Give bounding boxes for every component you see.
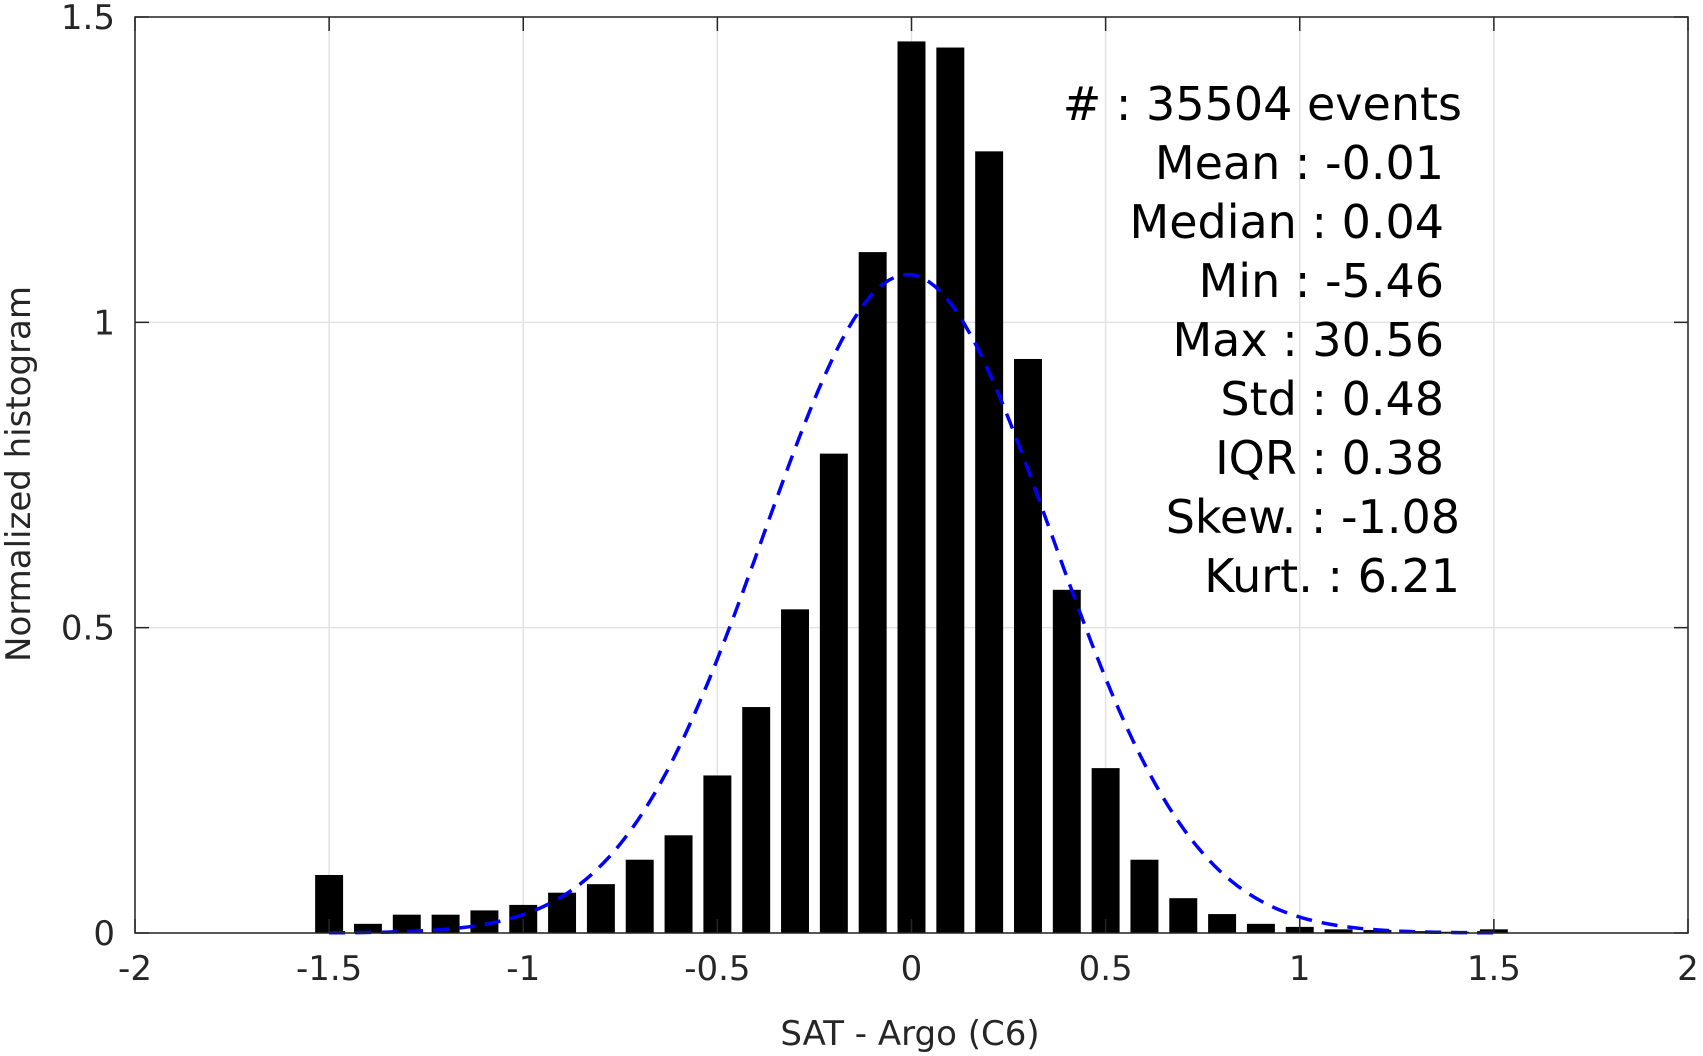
- y-tick-label: 0: [93, 914, 115, 954]
- normal-fit-curve: [329, 272, 1494, 935]
- axes-frame: [134, 16, 1689, 934]
- x-tick-label: 0: [901, 949, 923, 989]
- stat-line: Mean : -0.01: [1155, 136, 1444, 190]
- histogram-bar: [1091, 768, 1120, 933]
- histogram-bar: [936, 47, 965, 934]
- stat-line: Median : 0.04: [1130, 195, 1444, 249]
- histogram-bar: [625, 859, 654, 933]
- histogram-bar: [470, 910, 499, 933]
- x-tick-label: -1.5: [296, 949, 362, 989]
- x-tick-label: -1: [506, 949, 540, 989]
- x-tick-label: 2: [1677, 949, 1699, 989]
- histogram-bar: [1130, 859, 1159, 933]
- stat-line: Min : -5.46: [1199, 254, 1444, 308]
- histogram-bar: [392, 914, 421, 933]
- stat-line: Skew. : -1.08: [1166, 490, 1460, 544]
- x-tick-label: 0.5: [1079, 949, 1133, 989]
- histogram-bar: [1246, 923, 1275, 933]
- y-tick-label: 1.5: [61, 0, 115, 38]
- histogram-bar: [975, 151, 1004, 933]
- histogram-bar: [548, 892, 577, 933]
- histogram-bar: [1052, 589, 1081, 933]
- histogram-bar: [897, 41, 926, 934]
- stat-line: # : 35504 events: [1063, 77, 1462, 131]
- x-tick-label: -2: [118, 949, 152, 989]
- y-tick-label: 1: [93, 303, 115, 343]
- histogram-bar: [1402, 931, 1431, 933]
- histogram-bar: [819, 453, 848, 933]
- x-tick-labels: -2 -1.5 -1 -0.5 0 0.5 1 1.5 2: [118, 949, 1699, 989]
- y-axis-label: Normalized histogram: [0, 286, 39, 662]
- histogram-bar: [858, 252, 887, 933]
- histogram-bar: [353, 923, 382, 933]
- histogram-bar: [781, 609, 810, 933]
- stat-line: Kurt. : 6.21: [1204, 549, 1460, 603]
- x-tick-label: -0.5: [684, 949, 750, 989]
- histogram-bar: [1013, 358, 1042, 933]
- y-tick-labels: 0 0.5 1 1.5: [61, 0, 115, 954]
- histogram-bar: [703, 775, 732, 933]
- stat-line: Std : 0.48: [1220, 372, 1444, 426]
- x-axis-label: SAT - Argo (C6): [780, 1014, 1039, 1054]
- histogram-bar: [1324, 929, 1353, 933]
- stat-line: IQR : 0.38: [1215, 431, 1444, 485]
- x-tick-label: 1: [1289, 949, 1311, 989]
- histogram-bar: [586, 884, 615, 933]
- histogram-bar: [1208, 914, 1237, 933]
- histogram-bar: [742, 707, 771, 933]
- histogram-bars: [315, 41, 1508, 934]
- x-tick-label: 1.5: [1467, 949, 1521, 989]
- stat-line: Max : 30.56: [1172, 313, 1444, 367]
- histogram-bar: [664, 835, 693, 933]
- y-tick-label: 0.5: [61, 609, 115, 649]
- histogram-bar: [1169, 898, 1198, 933]
